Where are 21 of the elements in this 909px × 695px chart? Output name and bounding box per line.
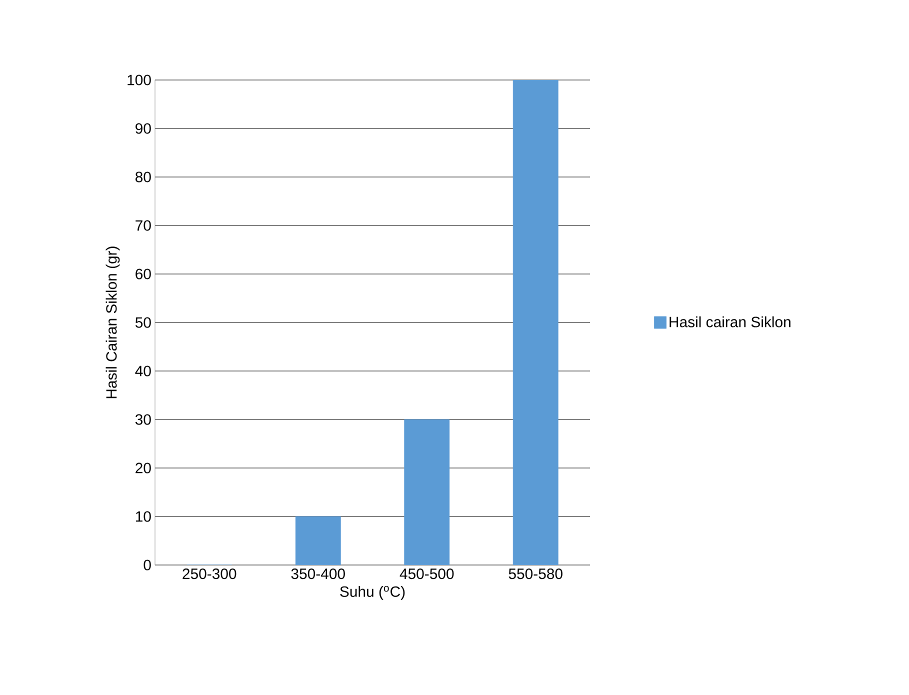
y-tick-label: 20	[136, 462, 151, 474]
y-tick-label: 60	[136, 268, 151, 280]
y-tick-label: 0	[144, 560, 151, 570]
y-tick-label: 90	[136, 123, 151, 134]
y-tick-label: 50	[135, 317, 151, 328]
x-tick-label: 550-580	[508, 568, 562, 580]
bar	[512, 80, 558, 565]
y-tick-label: 100	[128, 74, 151, 86]
x-tick-label: 250-300	[182, 568, 236, 580]
y-tick-label: 30	[135, 414, 151, 425]
x-axis-title: Suhu ($^{o}$C)	[340, 586, 405, 600]
x-tick-label: 450-500	[400, 568, 454, 580]
x-tick-label: 350-400	[291, 568, 345, 580]
bar	[404, 419, 450, 565]
bar	[295, 516, 341, 565]
y-tick-label: 10	[136, 511, 151, 522]
y-tick-label: 40	[135, 366, 151, 376]
legend-label: Hasil cairan Siklon	[670, 316, 790, 328]
y-axis-title: Hasil Cairan Siklon (gr)	[106, 246, 120, 398]
y-tick-label: 80	[136, 172, 151, 182]
y-tick-label: 70	[136, 220, 151, 231]
